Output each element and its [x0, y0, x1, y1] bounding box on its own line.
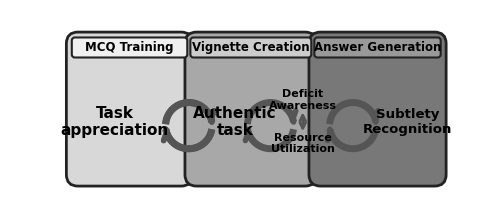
- Text: Subtlety
Recognition: Subtlety Recognition: [363, 108, 452, 136]
- Text: Answer Generation: Answer Generation: [314, 41, 441, 54]
- Text: Deficit
Awareness: Deficit Awareness: [269, 89, 337, 111]
- Text: Authentic
task: Authentic task: [193, 106, 277, 138]
- FancyBboxPatch shape: [190, 37, 312, 57]
- Text: Resource
Utilization: Resource Utilization: [271, 133, 334, 154]
- FancyBboxPatch shape: [309, 32, 446, 186]
- FancyBboxPatch shape: [72, 37, 188, 57]
- Text: Vignette Creation: Vignette Creation: [192, 41, 310, 54]
- Text: Task
appreciation: Task appreciation: [60, 106, 168, 138]
- Text: MCQ Training: MCQ Training: [86, 41, 174, 54]
- FancyBboxPatch shape: [66, 32, 192, 186]
- FancyBboxPatch shape: [185, 32, 316, 186]
- FancyBboxPatch shape: [314, 37, 440, 57]
